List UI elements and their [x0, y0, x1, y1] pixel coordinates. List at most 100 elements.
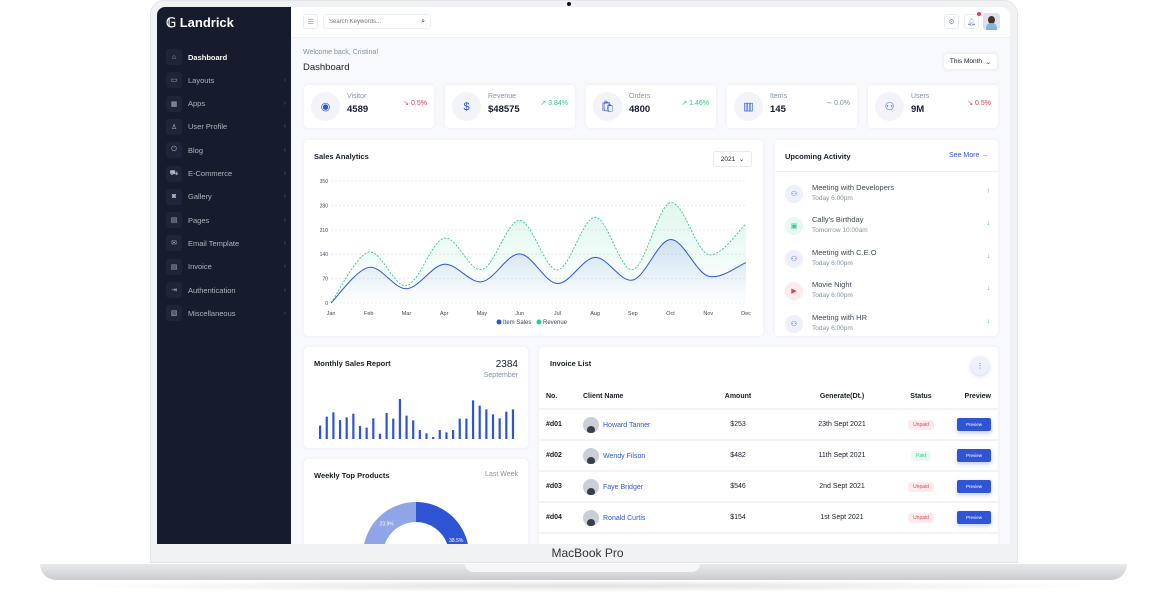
stat-card-items: ▥ Items 145 ∼ 0.0%	[727, 85, 857, 128]
client-cell: Faye Bridger	[583, 471, 678, 503]
see-more-link[interactable]: See More →	[949, 152, 989, 159]
sales-bar	[418, 430, 421, 439]
status-cell: Unpaid	[886, 409, 956, 441]
activity-item[interactable]: ▣ Cally's Birthday Tomorrow 10:00am ↓	[785, 215, 990, 241]
search-input[interactable]	[329, 18, 414, 25]
sidebar-item-gallery[interactable]: ◙ Gallery ›	[166, 188, 286, 206]
activity-item[interactable]: ⚇ Meeting with HR Today 6:00pm ↓	[785, 313, 990, 339]
sidebar-item-label: Invoice	[188, 262, 212, 272]
legend-marker	[496, 319, 502, 325]
stat-label: Revenue	[488, 93, 517, 100]
preview-cell: Preview	[956, 502, 998, 534]
y-tick-label: 210	[320, 228, 329, 234]
sidebar-item-authentication[interactable]: ⇥ Authentication ›	[166, 281, 286, 299]
gear-icon: ⚙	[948, 18, 955, 26]
stat-change-value: 0.0%	[834, 100, 850, 107]
laptop-base	[40, 564, 1127, 580]
user-circle-icon: ◉	[311, 92, 340, 121]
stat-value: $48575	[488, 104, 520, 115]
camera	[567, 2, 571, 6]
client-name-link[interactable]: Faye Bridger	[603, 483, 644, 491]
series-line-item-sales	[330, 239, 747, 304]
gift-icon: ▣	[785, 217, 803, 236]
column-header: Amount	[678, 385, 798, 410]
stat-value: 145	[770, 104, 786, 115]
status-cell: Paid	[886, 440, 956, 472]
sidebar-item-blog[interactable]: ⏻ Blog ›	[166, 141, 286, 159]
stat-card-revenue: $ Revenue $48575 ↗ 3.84%	[445, 85, 575, 128]
client-name-link[interactable]: Howard Tanner	[603, 421, 651, 429]
period-select[interactable]: This Month ⌄	[943, 53, 998, 70]
notification-dot	[977, 12, 981, 16]
trend-down-icon: ↘	[967, 100, 976, 107]
sales-bar	[365, 427, 368, 439]
stat-label: Visitor	[347, 93, 367, 100]
arrow-down-icon: ↓	[986, 220, 991, 228]
sidebar-item-label: Miscellaneous	[188, 308, 236, 318]
preview-button[interactable]: Preview	[956, 449, 991, 462]
sidebar-item-dashboard[interactable]: ⌂ Dashboard	[166, 48, 286, 66]
series-area	[331, 239, 746, 303]
user-icon: ♙	[166, 118, 182, 135]
menu-toggle-button[interactable]: ☰	[303, 14, 318, 29]
settings-button[interactable]: ⚙	[944, 14, 959, 29]
bell-icon: 🔔︎	[967, 18, 976, 26]
year-select[interactable]: 2021 ⌄	[713, 151, 752, 167]
sales-bar	[352, 413, 355, 439]
sidebar-item-user-profile[interactable]: ♙ User Profile ›	[166, 118, 286, 136]
period-label[interactable]: Last Week	[485, 471, 518, 478]
sales-bar	[412, 420, 415, 439]
sidebar-item-pages[interactable]: ▤ Pages ›	[166, 211, 286, 229]
client-name-link[interactable]: Ronald Curtis	[603, 514, 646, 522]
legend-label[interactable]: Item Sales	[503, 320, 531, 326]
preview-button[interactable]: Preview	[956, 480, 991, 493]
sidebar-item-label: Dashboard	[188, 52, 228, 62]
stat-change: ↘ 0.5%	[967, 99, 991, 107]
sidebar-item-miscellaneous[interactable]: ▧ Miscellaneous ›	[166, 304, 286, 322]
stat-change: ↘ 0.5%	[403, 99, 427, 107]
sidebar-item-apps[interactable]: ▦ Apps ›	[166, 95, 286, 113]
client-name-link[interactable]: Wendy Filson	[603, 452, 646, 460]
users-icon: ⚇	[785, 249, 803, 268]
y-tick-label: 0	[325, 301, 328, 307]
activity-item[interactable]: ⚇ Meeting with Developers Today 6:00pm ↑	[785, 183, 990, 209]
home-icon: ⌂	[166, 49, 182, 65]
generated-date: 23th Sept 2021	[798, 409, 886, 441]
card-title: Invoice List	[550, 359, 592, 368]
sidebar-item-label: Layouts	[188, 75, 215, 85]
sales-total: 2384	[495, 359, 518, 370]
notifications-button[interactable]: 🔔︎	[964, 14, 979, 29]
preview-cell: Preview	[956, 409, 998, 441]
y-tick-label: 350	[320, 179, 329, 185]
sidebar-item-layouts[interactable]: ▭ Layouts ›	[166, 71, 286, 89]
preview-button[interactable]: Preview	[956, 418, 991, 431]
more-options-button[interactable]: ⋮	[971, 357, 989, 375]
chevron-right-icon: ›	[283, 216, 286, 224]
card-title: Upcoming Activity	[785, 152, 851, 161]
sidebar-item-email-template[interactable]: ✉ Email Template ›	[166, 234, 286, 252]
x-tick-label: Nov	[703, 311, 713, 317]
x-tick-label: Jun	[515, 311, 524, 317]
user-avatar[interactable]	[983, 13, 1000, 30]
video-icon: ▶	[785, 282, 803, 301]
status-cell: Unpaid	[886, 502, 956, 534]
chevron-right-icon: ›	[283, 193, 286, 201]
legend-marker	[536, 319, 542, 325]
sidebar-item-e-commerce[interactable]: ⛟ E-Commerce ›	[166, 165, 286, 183]
activity-item[interactable]: ⚇ Meeting with C.E.O Today 6:00pm ↓	[785, 248, 990, 274]
stat-card-users: ⚇ Users 9M ↘ 0.5%	[868, 85, 998, 128]
stat-change-value: 1.46%	[689, 100, 709, 107]
monthly-sales-card: Monthly Sales Report 2384 September	[304, 347, 528, 448]
column-header: Client Name	[583, 385, 678, 410]
welcome-text: Welcome back, Cristina!	[303, 49, 379, 56]
sales-bar	[505, 411, 508, 439]
legend-label[interactable]: Revenue	[543, 320, 568, 326]
generated-date: 2nd Sept 2021	[798, 471, 886, 503]
screen: 𝔾 Landrick ⌂ Dashboard ▭ Layouts › ▦ Apps › ♙ Use…	[157, 7, 1010, 544]
search-icon[interactable]: ⌕	[421, 17, 425, 25]
activity-item[interactable]: ▶ Movie Night Today 6:00pm ↓	[785, 280, 990, 306]
sidebar-item-invoice[interactable]: ▤ Invoice ›	[166, 258, 286, 276]
preview-button[interactable]: Preview	[956, 511, 991, 524]
brand-logo[interactable]: 𝔾 Landrick	[166, 15, 234, 30]
sales-bar	[498, 418, 501, 439]
